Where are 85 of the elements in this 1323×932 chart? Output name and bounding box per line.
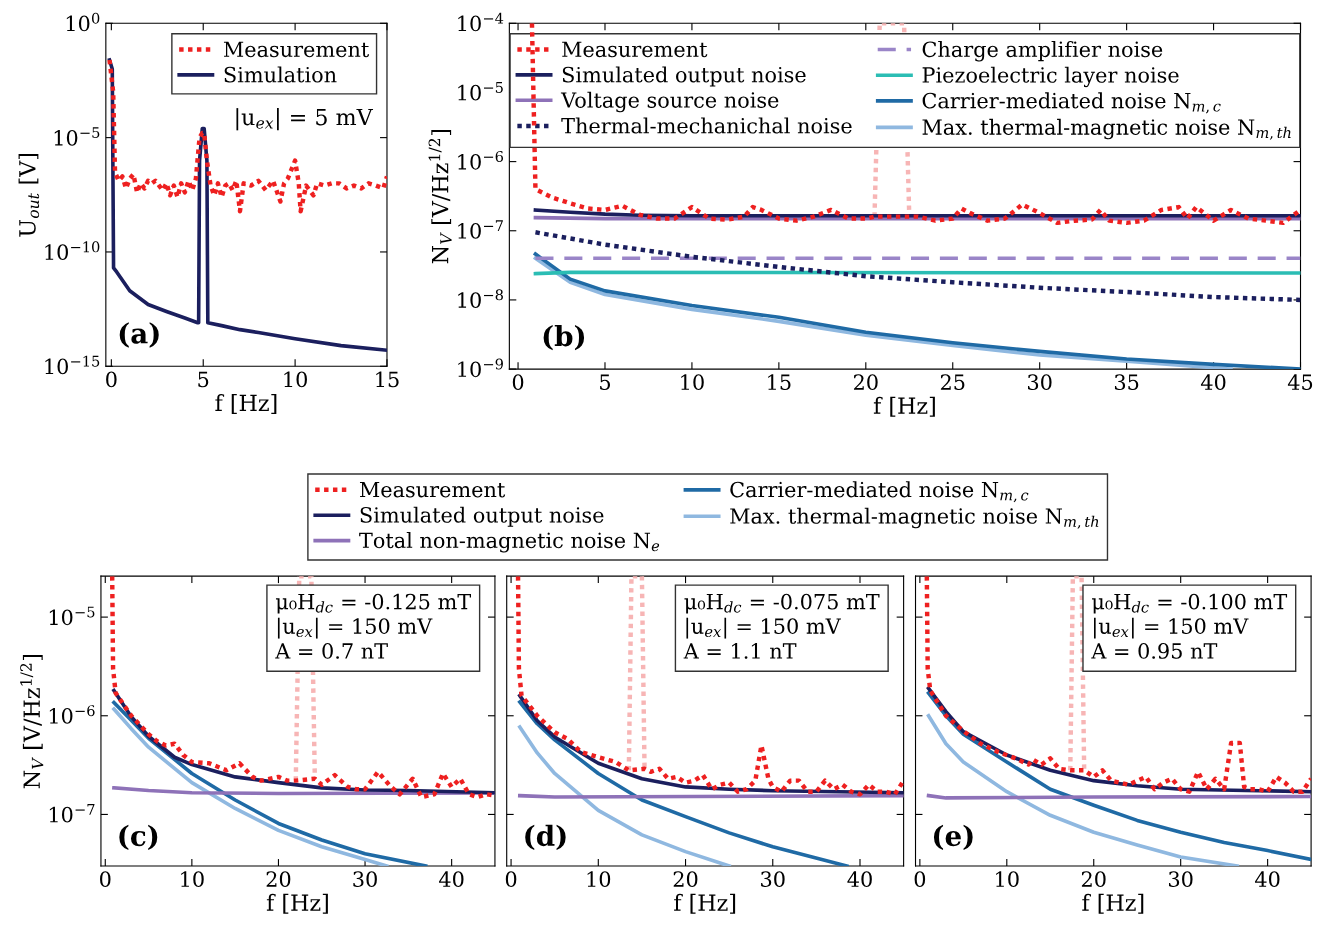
x-axis-title: f [Hz] — [1082, 893, 1144, 914]
legend-label: Measurement — [359, 481, 506, 498]
legend-label: Total non-magnetic noise N$_{e}$ — [359, 532, 660, 553]
y-axis-title: N$_{V}$ [V/Hz$^{1/2}$] — [428, 130, 452, 264]
y-tick-label: 10$^{−9}$ — [458, 358, 503, 378]
y-tick-label: 10$^{−8}$ — [458, 289, 503, 308]
x-axis-title: f [Hz] — [674, 893, 736, 914]
x-tick-label: 35 — [1114, 374, 1139, 391]
x-axis-title: f [Hz] — [873, 396, 935, 417]
legend-label: Piezoelectric layer noise — [922, 66, 1179, 88]
x-tick-label: 10 — [181, 871, 204, 887]
x-axis-title: f [Hz] — [266, 893, 328, 914]
x-tick-label: 30 — [761, 871, 785, 887]
annotation: |u$_{ex}$| = 5 mV — [236, 108, 374, 131]
legend-label: Carrier-mediated noise N$_{m,c}$ — [730, 481, 1029, 503]
legend-label: Carrier-mediated noise N$_{m,c}$ — [922, 92, 1221, 114]
x-tick-label: 5 — [198, 371, 209, 388]
annotation: (a) — [119, 322, 159, 348]
y-axis-title: U$_{out}$ [V] — [18, 153, 40, 237]
y-tick-label: 10$^{−5}$ — [458, 82, 503, 101]
y-tick-label: 10$^{−7}$ — [458, 220, 503, 239]
annotation: (b) — [543, 324, 585, 351]
x-tick-label: 40 — [1255, 871, 1280, 887]
x-tick-label: 5 — [600, 374, 611, 391]
y-tick-label: 10$^{−10}$ — [45, 241, 100, 261]
y-tick-label: 10$^{−5}$ — [54, 127, 100, 146]
x-tick-label: 15 — [376, 371, 399, 388]
annotation: (e) — [933, 824, 973, 851]
legend-label: Simulated output noise — [360, 506, 604, 527]
legend-label: Thermal-mechanichal noise — [561, 117, 852, 134]
line-series — [107, 58, 387, 353]
line-series — [533, 230, 1301, 303]
x-axis-title: f [Hz] — [215, 394, 277, 414]
x-tick-label: 25 — [940, 374, 965, 391]
y-tick-label: 10$^{0}$ — [66, 12, 100, 32]
legend-label: Measurement — [223, 41, 370, 58]
annotation: |u$_{ex}$| = 150 mV — [1094, 617, 1249, 639]
x-tick-label: 30 — [1028, 374, 1052, 391]
x-tick-label: 10 — [996, 871, 1019, 887]
legend-label: Max. thermal-magnetic noise N$_{m,th}$ — [730, 507, 1099, 529]
x-tick-label: 0 — [505, 871, 517, 887]
x-tick-label: 20 — [1081, 871, 1106, 887]
legend-label: Max. thermal-magnetic noise N$_{m,th}$ — [922, 118, 1291, 140]
annotation: μ₀H$_{dc}$ = -0.100 mT — [1092, 593, 1288, 614]
y-tick-label: 10$^{−7}$ — [49, 804, 95, 823]
line-series — [112, 707, 389, 867]
annotation: (c) — [119, 824, 158, 851]
legend-label: Simulated output noise — [562, 66, 806, 87]
y-tick-label: 10$^{−15}$ — [45, 355, 100, 375]
legend-label: Simulation — [224, 66, 337, 83]
x-tick-label: 0 — [100, 871, 111, 887]
x-tick-label: 40 — [1200, 374, 1226, 391]
x-tick-label: 10 — [681, 374, 704, 391]
y-tick-label: 10$^{−6}$ — [458, 150, 504, 170]
annotation: μ₀H$_{dc}$ = -0.075 mT — [684, 593, 880, 614]
x-tick-label: 20 — [673, 871, 698, 887]
annotation: |u$_{ex}$| = 150 mV — [686, 617, 841, 639]
annotation: μ₀H$_{dc}$ = -0.125 mT — [275, 593, 471, 614]
annotation: A = 0.95 nT — [1091, 643, 1218, 659]
x-tick-label: 10 — [587, 871, 611, 887]
y-tick-label: 10$^{−4}$ — [458, 12, 504, 32]
x-tick-label: 0 — [106, 371, 117, 388]
legend-label: Voltage source noise — [560, 91, 779, 113]
x-tick-label: 10 — [284, 371, 307, 388]
annotation: (d) — [525, 824, 566, 851]
y-tick-label: 10$^{−5}$ — [49, 606, 95, 626]
x-tick-label: 30 — [1169, 871, 1193, 887]
x-tick-label: 40 — [847, 871, 872, 887]
x-tick-label: 45 — [1287, 374, 1313, 391]
annotation: |u$_{ex}$| = 150 mV — [277, 617, 433, 639]
line-series — [109, 576, 495, 800]
legend-label: Measurement — [562, 41, 708, 58]
x-tick-label: 0 — [914, 871, 926, 887]
y-tick-label: 10$^{−6}$ — [49, 705, 95, 724]
x-tick-label: 20 — [266, 871, 291, 887]
legend-label: Charge amplifier noise — [922, 41, 1163, 62]
annotation: A = 1.1 nT — [683, 643, 797, 659]
y-axis-title: N$_{V}$ [V/Hz$^{1/2}$] — [20, 654, 44, 789]
line-series — [107, 57, 387, 214]
x-tick-label: 40 — [439, 871, 464, 887]
x-tick-label: 30 — [353, 871, 377, 887]
annotation: A = 0.7 nT — [275, 643, 388, 659]
x-tick-label: 0 — [512, 374, 524, 391]
x-tick-label: 20 — [853, 374, 878, 391]
x-tick-label: 15 — [768, 374, 791, 391]
